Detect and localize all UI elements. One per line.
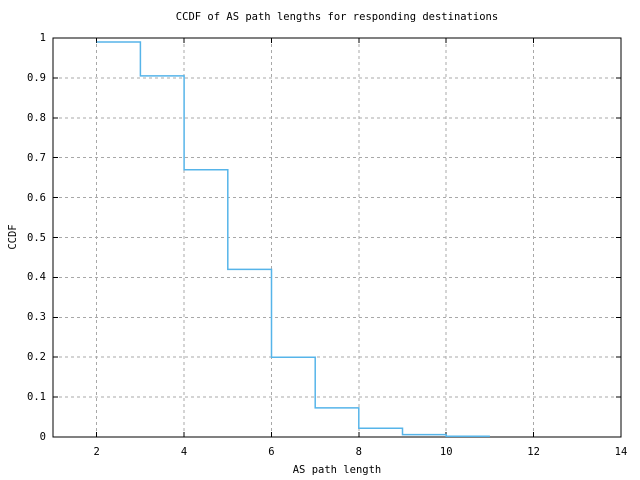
y-tick-label: 0.8 <box>27 111 46 124</box>
x-tick-label: 2 <box>93 446 100 458</box>
y-tick-label: 0 <box>39 431 46 443</box>
x-axis-label: AS path length <box>292 464 382 476</box>
y-tick-label: 1 <box>39 32 46 44</box>
chart-title: CCDF of AS path lengths for responding d… <box>175 11 499 23</box>
x-tick-label: 12 <box>527 446 540 458</box>
y-tick-label: 0.6 <box>27 191 46 204</box>
x-tick-label: 14 <box>614 446 628 458</box>
x-tick-label: 6 <box>268 446 275 458</box>
axis-ticks <box>53 37 622 438</box>
x-tick-label: 10 <box>439 446 453 458</box>
y-tick-label: 0.3 <box>27 311 46 324</box>
y-tick-label: 0.5 <box>27 231 46 244</box>
y-tick-label: 0.1 <box>27 391 46 404</box>
grid-lines <box>53 37 622 438</box>
y-tick-label: 0.9 <box>27 71 46 84</box>
y-tick-label: 0.4 <box>27 271 46 284</box>
y-tick-label: 0.2 <box>27 351 46 364</box>
x-tick-label: 8 <box>355 446 362 458</box>
y-tick-label: 0.7 <box>27 151 46 164</box>
x-tick-label: 4 <box>180 446 188 458</box>
ccdf-step-line <box>96 41 490 437</box>
